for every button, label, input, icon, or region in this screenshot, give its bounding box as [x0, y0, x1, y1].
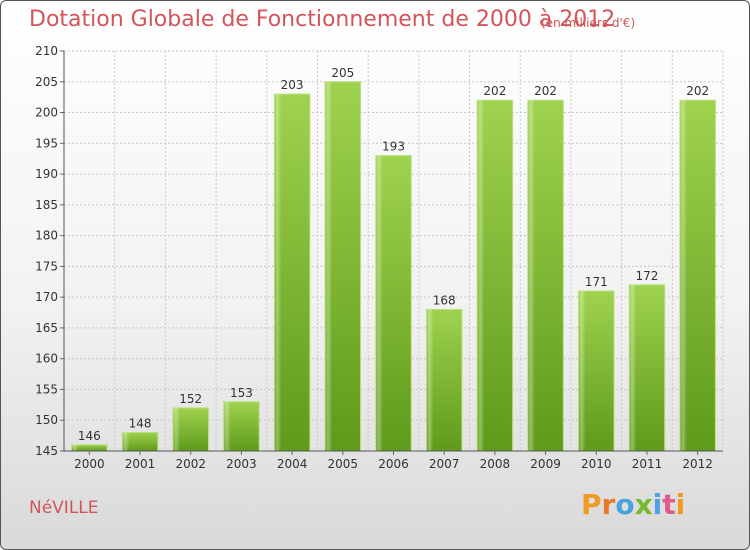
- x-tick-label: 2002: [175, 457, 206, 471]
- x-tick-label: 2012: [682, 457, 713, 471]
- y-tick-label: 170: [35, 290, 58, 304]
- chart-title: Dotation Globale de Fonctionnement de 20…: [29, 7, 616, 32]
- bar-value-label: 202: [483, 84, 506, 98]
- bar-highlight: [71, 444, 108, 451]
- y-tick-label: 190: [35, 167, 58, 181]
- logo-letter: r: [601, 488, 616, 521]
- bars: 146 148 152 153 203 205 193 168 202 202 171 172 202: [71, 66, 716, 452]
- bar-value-label: 168: [433, 293, 456, 307]
- x-tick-label: 2009: [530, 457, 561, 471]
- x-tick-label: 2004: [277, 457, 308, 471]
- y-tick-label: 200: [35, 106, 58, 120]
- bar-highlight: [426, 309, 462, 451]
- x-tick-label: 2005: [328, 457, 359, 471]
- y-tick-label: 160: [35, 352, 58, 366]
- y-tick-label: 165: [35, 321, 58, 335]
- bar-value-label: 203: [281, 78, 304, 92]
- logo-letter: t: [662, 488, 676, 521]
- commune-name: NéVILLE: [29, 498, 99, 518]
- x-tick-label: 2001: [125, 457, 156, 471]
- bar-highlight: [325, 81, 361, 452]
- logo-letter: i: [652, 488, 663, 521]
- x-tick-label: 2011: [632, 457, 663, 471]
- chart-unit: (en milliers d'€): [541, 16, 636, 30]
- bar-value-label: 152: [179, 392, 202, 406]
- proxiti-logo: Proxiti: [581, 488, 685, 521]
- bar-value-label: 193: [382, 140, 405, 154]
- bar-highlight: [274, 94, 310, 452]
- bar-value-label: 202: [686, 84, 709, 98]
- bar-value-label: 148: [129, 417, 152, 431]
- bar-value-label: 171: [585, 275, 608, 289]
- bar-highlight: [122, 432, 158, 451]
- y-tick-label: 210: [35, 44, 58, 58]
- x-tick-label: 2008: [480, 457, 511, 471]
- y-tick-label: 180: [35, 229, 58, 243]
- bar-value-label: 205: [331, 66, 354, 80]
- x-tick-label: 2010: [581, 457, 612, 471]
- axes: 145 150 155 160 165 170 175 180 185 190 195 200 205 2…: [35, 44, 723, 471]
- y-tick-label: 185: [35, 198, 58, 212]
- bar-highlight: [375, 155, 412, 451]
- y-tick-label: 205: [35, 75, 58, 89]
- y-tick-label: 145: [35, 444, 58, 458]
- bar-highlight: [679, 100, 716, 451]
- y-tick-label: 195: [35, 136, 58, 150]
- bar-highlight: [578, 291, 615, 451]
- logo-letter: o: [615, 488, 635, 521]
- x-tick-label: 2006: [378, 457, 409, 471]
- bar-highlight: [477, 100, 513, 451]
- bar-value-label: 146: [78, 429, 101, 443]
- bar-highlight: [223, 401, 260, 451]
- y-tick-label: 175: [35, 259, 58, 273]
- x-tick-label: 2000: [74, 457, 105, 471]
- y-tick-label: 155: [35, 382, 58, 396]
- x-tick-label: 2007: [429, 457, 460, 471]
- logo-letter: P: [581, 488, 602, 521]
- x-tick-label: 2003: [226, 457, 257, 471]
- logo-letter: i: [675, 488, 686, 521]
- bar-highlight: [629, 284, 665, 451]
- bar-value-label: 153: [230, 386, 253, 400]
- bar-highlight: [527, 100, 564, 451]
- bar-highlight: [172, 407, 209, 451]
- bar-value-label: 172: [636, 269, 659, 283]
- logo-letter: x: [634, 488, 653, 521]
- y-tick-label: 150: [35, 413, 58, 427]
- bar-value-label: 202: [534, 84, 557, 98]
